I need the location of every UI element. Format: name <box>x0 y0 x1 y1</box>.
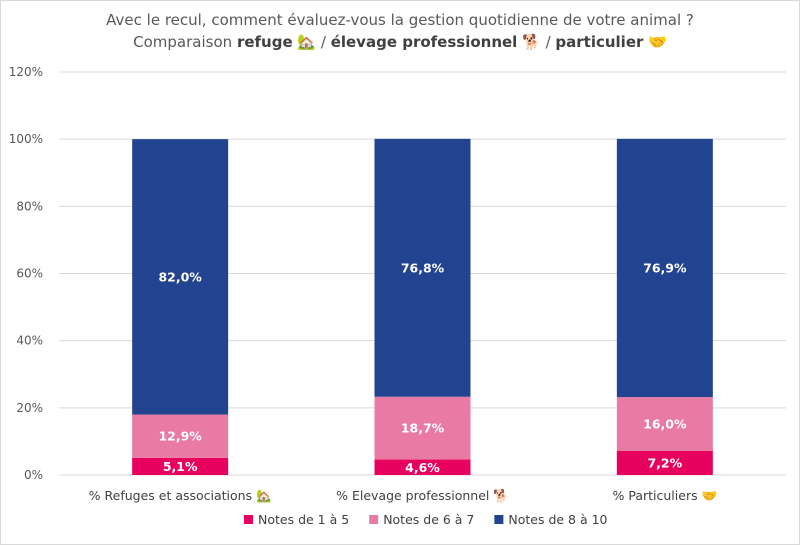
data-label: 12,9% <box>158 429 202 444</box>
house-icon: 🏡 <box>297 33 317 51</box>
data-label: 16,0% <box>643 416 687 431</box>
legend-swatch <box>494 515 504 524</box>
legend-swatch <box>369 515 379 524</box>
data-label: 5,1% <box>163 459 198 474</box>
bar-segment <box>616 397 713 451</box>
x-tick-label: % Elevage professionnel 🐕 <box>336 488 509 503</box>
y-tick-label: 80% <box>16 199 43 213</box>
x-tick-label: % Particuliers 🤝 <box>613 488 718 503</box>
bar-segment <box>132 414 229 458</box>
bar-segment <box>374 138 471 397</box>
legend-label: Notes de 1 à 5 <box>258 512 349 527</box>
x-tick-label: % Refuges et associations 🏡 <box>89 488 272 503</box>
y-tick-label: 20% <box>16 401 43 415</box>
y-tick-label: 40% <box>16 334 43 348</box>
data-label: 18,7% <box>401 421 445 436</box>
title-refuge: refuge <box>236 33 293 51</box>
y-tick-label: 60% <box>16 267 43 281</box>
title-particulier: particulier <box>555 33 644 51</box>
title-prefix: Comparaison <box>133 33 233 51</box>
chart-title-line2: Comparaison refuge 🏡 / élevage professio… <box>1 31 799 53</box>
y-tick-label: 120% <box>9 65 43 79</box>
legend-swatch <box>244 515 253 524</box>
title-separator-1: / <box>316 33 331 51</box>
handshake-icon: 🤝 <box>648 33 667 51</box>
bar-segment <box>616 450 713 475</box>
title-separator-2: / <box>540 33 556 51</box>
title-elevage: élevage professionnel <box>330 33 518 51</box>
bar-segment <box>616 138 713 398</box>
legend-label: Notes de 6 à 7 <box>383 512 474 527</box>
bar-segment <box>132 139 229 415</box>
y-tick-label: 0% <box>24 468 43 482</box>
y-tick-label: 100% <box>9 132 43 146</box>
chart-title: Avec le recul, comment évaluez-vous la g… <box>1 9 799 53</box>
data-label: 76,9% <box>643 260 687 275</box>
bar-segment <box>132 457 229 475</box>
chart-title-line1: Avec le recul, comment évaluez-vous la g… <box>106 11 694 29</box>
bar-segment <box>374 396 471 460</box>
data-label: 7,2% <box>647 455 682 470</box>
bar-segment <box>374 459 471 475</box>
data-label: 4,6% <box>405 460 440 475</box>
dog-icon: 🐕 <box>522 33 541 51</box>
legend-label: Notes de 8 à 10 <box>508 512 607 527</box>
data-label: 82,0% <box>158 269 202 284</box>
data-label: 76,8% <box>401 260 445 275</box>
